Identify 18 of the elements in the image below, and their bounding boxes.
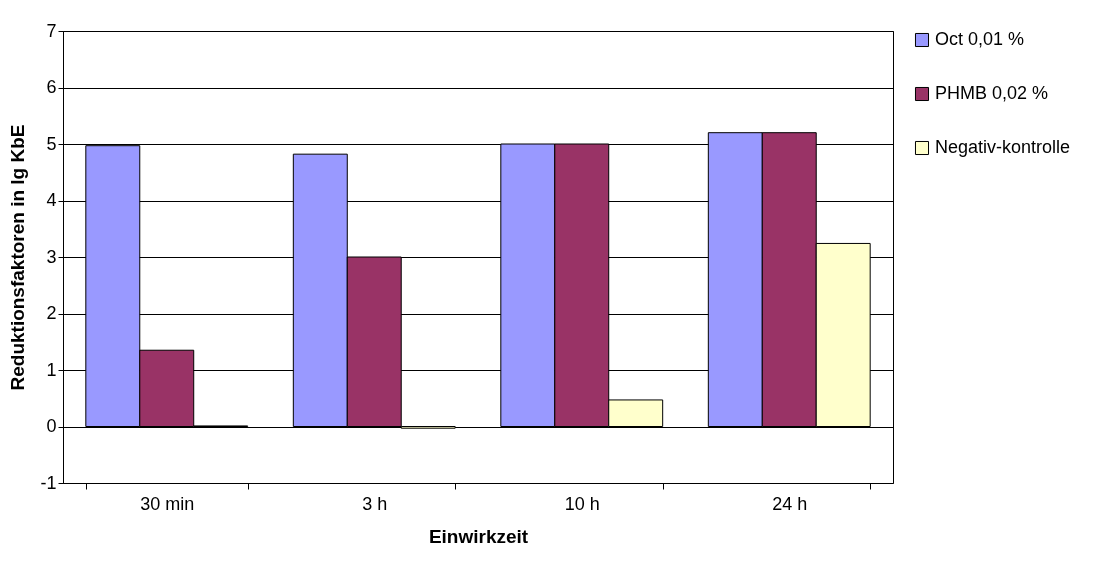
y-tick-label: 0 [46,416,57,436]
y-tick-label: 7 [46,20,57,41]
y-axis-title: Reduktionsfaktoren in lg KbE [7,124,29,391]
x-axis-title: Einwirkzeit [428,525,529,547]
y-tick-label: 2 [46,303,57,323]
x-tick-label: 3 h [362,493,388,514]
x-tick-label: 10 h [564,493,600,514]
y-tick-label: 4 [46,190,57,210]
legend-label: PHMB 0,02 % [935,83,1049,103]
legend-label: Oct 0,01 % [935,29,1025,49]
legend-label: Negativ-kontrolle [935,137,1071,157]
y-tick-label: -1 [40,472,57,493]
y-tick-label: 3 [46,246,57,267]
y-tick-label: 1 [46,359,57,380]
x-tick-label: 24 h [772,493,808,514]
y-tick-label: 6 [46,77,57,97]
x-tick-label: 30 min [140,493,195,514]
y-tick-label: 5 [46,133,57,154]
